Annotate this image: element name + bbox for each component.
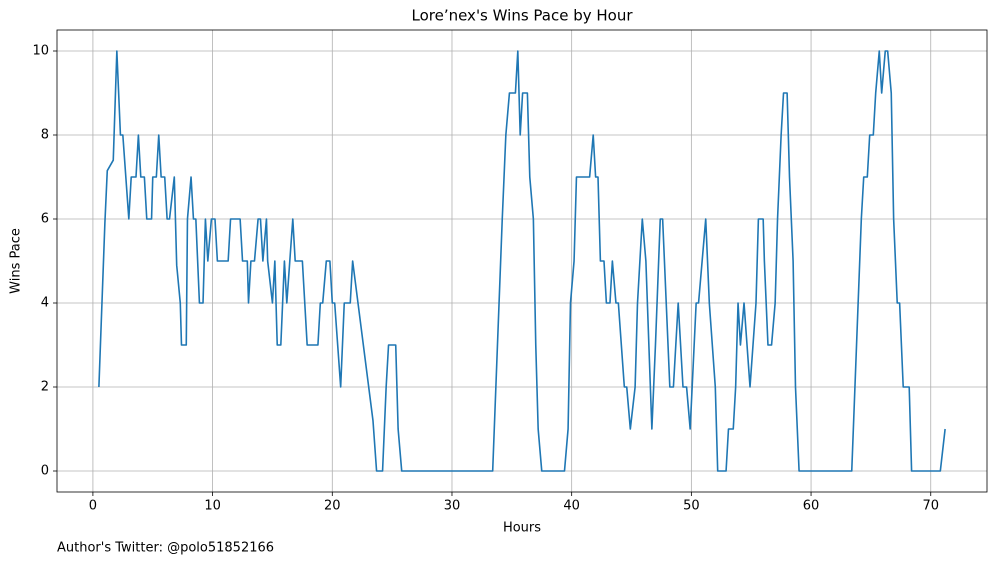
y-axis-label: Wins Pace bbox=[9, 228, 24, 294]
y-tick-label: 0 bbox=[41, 464, 49, 479]
y-tick-label: 4 bbox=[41, 296, 49, 311]
x-tick-label: 20 bbox=[324, 499, 341, 514]
x-tick-label: 50 bbox=[683, 499, 700, 514]
x-tick-label: 0 bbox=[89, 499, 97, 514]
x-axis-label: Hours bbox=[503, 521, 541, 536]
footnote: Author's Twitter: @polo51852166 bbox=[57, 541, 274, 556]
y-tick-label: 6 bbox=[41, 212, 49, 227]
plot-frame bbox=[56, 29, 988, 493]
x-tick-label: 30 bbox=[444, 499, 461, 514]
chart-title: Lore’nex's Wins Pace by Hour bbox=[411, 7, 633, 25]
data-line bbox=[98, 50, 946, 472]
x-tick-label: 10 bbox=[204, 499, 221, 514]
y-tick-label: 8 bbox=[41, 128, 49, 143]
x-tick-label: 60 bbox=[803, 499, 820, 514]
y-tick-label: 10 bbox=[32, 44, 49, 59]
x-tick-label: 40 bbox=[563, 499, 580, 514]
y-tick-label: 2 bbox=[41, 380, 49, 395]
x-tick-label: 70 bbox=[922, 499, 939, 514]
